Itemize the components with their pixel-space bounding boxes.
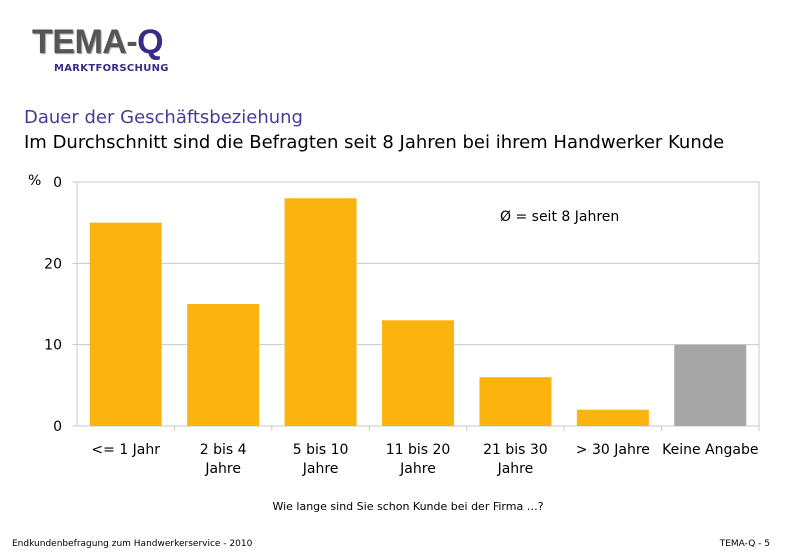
y-tick-label: 0 <box>53 175 62 191</box>
y-tick-label: 0 <box>53 419 62 435</box>
chart-x-ticks: <= 1 Jahr 2 bis 4 Jahre 5 bis 10 Jahre 11 bis… <box>91 442 758 477</box>
footer-page-number: TEMA-Q - 5 <box>719 539 770 549</box>
bar <box>479 377 552 426</box>
x-tick-label: 5 bis 10 Jahre <box>293 442 349 477</box>
section-title: Dauer der Geschäftsbeziehung <box>24 107 303 128</box>
bar <box>284 198 357 426</box>
bar <box>576 409 649 426</box>
footer-survey-title: Endkundenbefragung zum Handwerkerservice… <box>12 539 253 549</box>
tema-q-logo: TEMA-Q MARKTFORSCHUNG <box>32 23 169 74</box>
logo-dash: - <box>126 23 138 61</box>
x-tick-label: > 30 Jahre <box>576 442 650 458</box>
page-headline: Im Durchschnitt sind die Befragten seit … <box>24 132 725 153</box>
logo-q-text: Q <box>137 23 164 61</box>
logo-tema-text: TEMA <box>32 23 127 61</box>
logo-wordmark: TEMA-Q <box>32 23 164 61</box>
bar <box>674 344 747 426</box>
survey-question: Wie lange sind Sie schon Kunde bei der F… <box>272 500 544 513</box>
x-tick-label: 2 bis 4 Jahre <box>200 442 247 477</box>
y-tick-label: 10 <box>44 338 62 354</box>
bar <box>382 320 454 426</box>
bar <box>187 304 260 426</box>
x-tick-label: 21 bis 30 Jahre <box>483 442 548 477</box>
average-annotation: Ø = seit 8 Jahren <box>500 209 619 225</box>
x-tick-label: 11 bis 20 Jahre <box>386 442 451 477</box>
y-tick-label: 20 <box>44 256 62 272</box>
x-tick-label: <= 1 Jahr <box>91 442 160 458</box>
chart-bars <box>89 198 747 426</box>
chart-y-ticks: 0 10 20 0 <box>44 175 62 435</box>
y-axis-unit-label: % <box>28 173 42 189</box>
logo-subtitle: MARKTFORSCHUNG <box>54 63 169 74</box>
x-tick-label: Keine Angabe <box>662 442 758 458</box>
bar <box>89 222 162 426</box>
